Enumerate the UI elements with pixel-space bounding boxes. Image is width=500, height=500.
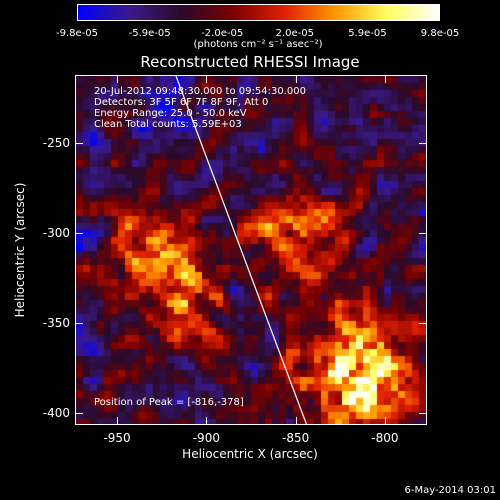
x-tick-mark [385,417,386,424]
plot-frame [75,75,427,425]
plot-overlay [175,76,307,424]
x-tick-label: -850 [282,431,310,445]
x-tick-mark [117,417,118,424]
colorbar-tick-label: -5.9e-05 [128,28,171,39]
y-tick-mark [76,323,83,324]
solar-limb-line [175,76,307,424]
plot-title: Reconstructed RHESSI Image [140,53,360,71]
y-tick-mark [419,143,426,144]
peak-position-label: Position of Peak = [-816,-378] [94,397,244,408]
y-tick-mark [419,413,426,414]
colorbar-unit-label: (photons cm⁻² s⁻¹ asec⁻²) [193,39,323,50]
x-tick-label: -950 [103,431,131,445]
x-tick-mark [296,76,297,83]
y-tick-label: -300 [42,225,70,240]
x-tick-mark [385,76,386,83]
x-tick-label: -900 [192,431,220,445]
colorbar-tick-label: 5.9e-05 [348,28,387,39]
y-tick-label: -400 [42,406,70,421]
y-tick-mark [419,233,426,234]
colorbar-tick-label: 9.8e-05 [420,28,460,39]
y-tick-mark [76,143,83,144]
colorbar [77,4,440,21]
y-tick-mark [76,233,83,234]
info-clean-counts: Clean Total counts: 5.59E+03 [94,119,242,130]
x-tick-label: -800 [371,431,399,445]
x-tick-mark [296,417,297,424]
info-energy-range: Energy Range: 25.0 - 50.0 keV [94,108,247,119]
rhessi-image [76,76,426,424]
y-tick-label: -350 [42,316,70,331]
colorbar-tick-label: 2.0e-05 [275,28,314,39]
y-tick-mark [76,413,83,414]
info-time-range: 20-Jul-2012 09:48:30.000 to 09:54:30.000 [94,86,306,97]
info-detectors: Detectors: 3F 5F 6F 7F 8F 9F, Att 0 [94,97,269,108]
colorbar-tick-label: -2.0e-05 [201,28,244,39]
footer-timestamp: 6-May-2014 03:01 [404,485,496,496]
y-tick-label: -250 [42,135,70,150]
x-axis-label: Heliocentric X (arcsec) [182,447,318,461]
x-tick-mark [117,76,118,83]
y-axis-label: Heliocentric Y (arcsec) [13,182,27,318]
y-tick-mark [419,323,426,324]
colorbar-tick-label: -9.8e-05 [56,28,98,39]
x-tick-mark [206,417,207,424]
x-tick-mark [206,76,207,83]
